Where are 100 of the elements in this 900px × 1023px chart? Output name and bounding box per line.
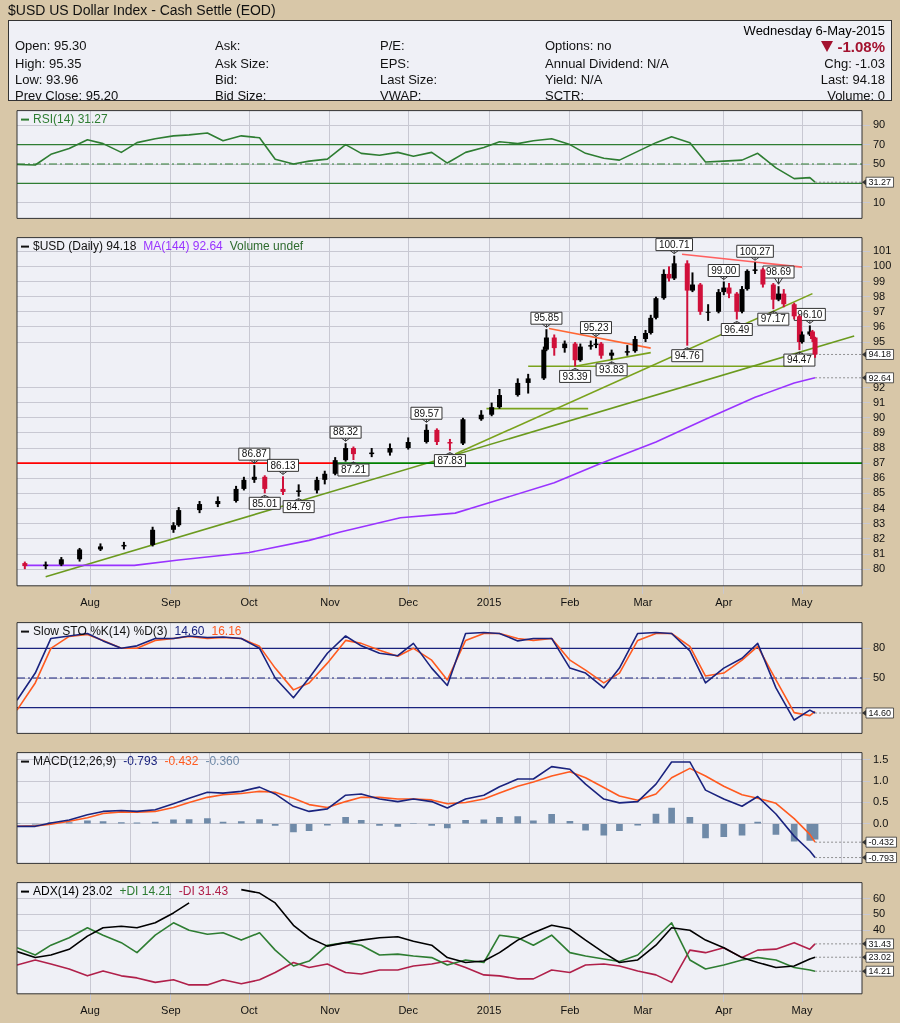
y-tick-label: 0.0 xyxy=(873,816,889,829)
y-tick-label: 50 xyxy=(873,157,886,170)
text: Low: 93.96 xyxy=(15,72,80,87)
text: Bid: xyxy=(215,72,239,87)
text: -0.793 xyxy=(123,753,158,768)
series-label: 14.60 xyxy=(174,623,205,638)
y-tick-label: 50 xyxy=(873,907,886,920)
annotation: 93.83 xyxy=(599,364,625,376)
text: Annual Dividend: N/A xyxy=(545,56,670,71)
legend-title: MACD(12,26,9) xyxy=(33,753,117,768)
legend-title: Slow STO %K(14) %D(3) xyxy=(33,623,168,638)
annotation: -0.432 xyxy=(868,837,895,848)
text: +DI 14.21 xyxy=(119,883,173,898)
x-tick-label: Mar xyxy=(633,596,653,609)
text: Last: 94.18 xyxy=(819,72,885,87)
annotation: 31.43 xyxy=(868,938,892,949)
annotation: 86.13 xyxy=(270,459,296,471)
y-tick-label: 99 xyxy=(873,274,886,287)
text: SCTR: xyxy=(545,88,585,103)
annotation: 96.10 xyxy=(797,308,823,320)
annotation: 97.17 xyxy=(760,313,787,325)
x-tick-label: Oct xyxy=(240,596,258,609)
text: -0.432 xyxy=(164,753,199,768)
y-tick-label: 70 xyxy=(873,137,886,150)
text: Last Size: xyxy=(380,72,439,87)
y-tick-label: 80 xyxy=(873,562,886,575)
text: MA(144) 92.64 xyxy=(143,238,224,253)
y-tick-label: 95 xyxy=(873,335,886,348)
text: Wednesday 6-May-2015 xyxy=(742,23,885,38)
y-tick-label: 0.5 xyxy=(873,795,889,808)
text: Options: no xyxy=(545,38,613,55)
x-tick-label: Aug xyxy=(80,596,100,609)
annotation: 87.21 xyxy=(340,464,367,476)
annotation: 14.21 xyxy=(868,966,892,977)
x-tick-label: Feb xyxy=(560,1004,580,1017)
x-tick-label: Feb xyxy=(560,596,580,609)
y-tick-label: 89 xyxy=(873,425,886,438)
annotation: 100.71 xyxy=(658,238,690,250)
y-tick-label: 80 xyxy=(873,641,886,654)
text: Ask: xyxy=(215,38,242,55)
x-tick-label: Nov xyxy=(320,1004,341,1017)
y-tick-label: 98 xyxy=(873,289,886,302)
annotation: 93.39 xyxy=(562,370,589,382)
annotation: 86.87 xyxy=(241,448,268,460)
annotation: -0.793 xyxy=(868,852,895,863)
x-tick-label: Apr xyxy=(715,596,733,609)
y-tick-label: 88 xyxy=(873,441,886,454)
x-tick-label: 2015 xyxy=(476,596,502,609)
legend-title: $USD (Daily) 94.18 xyxy=(33,238,137,253)
y-tick-label: 83 xyxy=(873,516,886,529)
annotation: 100.27 xyxy=(739,245,771,257)
x-tick-label: Mar xyxy=(633,1004,653,1017)
text: Ask Size: xyxy=(215,56,271,71)
y-tick-label: 10 xyxy=(873,195,886,208)
y-tick-label: 101 xyxy=(873,244,892,257)
text: -DI 31.43 xyxy=(178,883,229,898)
annotation: 84.79 xyxy=(286,500,312,512)
y-tick-label: 81 xyxy=(873,547,886,560)
y-tick-label: 92 xyxy=(873,380,886,393)
annotation: 94.76 xyxy=(674,349,701,361)
annotation: 88.32 xyxy=(333,426,359,438)
annotation: 94.18 xyxy=(868,349,892,360)
y-tick-label: 91 xyxy=(873,395,886,408)
annotation: 14.60 xyxy=(868,708,892,719)
text: VWAP: xyxy=(380,88,423,103)
text: Open: 95.30 xyxy=(15,38,88,55)
x-tick-label: Dec xyxy=(398,1004,419,1017)
x-tick-label: May xyxy=(791,1004,813,1017)
y-tick-label: 90 xyxy=(873,118,886,131)
annotation: 98.69 xyxy=(766,266,792,278)
annotation: 85.01 xyxy=(252,497,278,509)
x-tick-label: Oct xyxy=(240,1004,258,1017)
y-tick-label: 60 xyxy=(873,891,886,904)
annotation: 23.02 xyxy=(868,952,892,963)
y-tick-label: 1.5 xyxy=(873,752,889,765)
text: -1.08% xyxy=(836,38,885,55)
y-tick-label: 90 xyxy=(873,410,886,423)
x-tick-label: Dec xyxy=(398,596,419,609)
x-tick-label: May xyxy=(791,596,813,609)
y-tick-label: 87 xyxy=(873,456,886,469)
annotation: 96.49 xyxy=(724,323,750,335)
y-tick-label: 100 xyxy=(873,259,892,272)
x-tick-label: 2015 xyxy=(476,1004,502,1017)
y-tick-label: 50 xyxy=(873,671,886,684)
y-tick-label: 40 xyxy=(873,923,886,936)
text: Prev Close: 95.20 xyxy=(15,88,120,103)
text: High: 95.35 xyxy=(15,56,83,71)
text: P/E: xyxy=(380,38,406,55)
annotation: 31.27 xyxy=(868,177,892,188)
y-tick-label: 96 xyxy=(873,319,886,332)
text: Volume: 0 xyxy=(826,88,885,103)
text: EPS: xyxy=(380,56,411,71)
annotation: 94.47 xyxy=(786,354,813,366)
annotation: Volume undef xyxy=(229,238,304,253)
annotation: 92.64 xyxy=(868,372,892,383)
x-tick-label: Sep xyxy=(161,1004,181,1017)
annotation: 87.83 xyxy=(437,454,463,466)
x-tick-label: Apr xyxy=(715,1004,733,1017)
legend-label: ADX(14) 23.02 xyxy=(33,883,113,898)
text: Yield: N/A xyxy=(545,72,604,87)
